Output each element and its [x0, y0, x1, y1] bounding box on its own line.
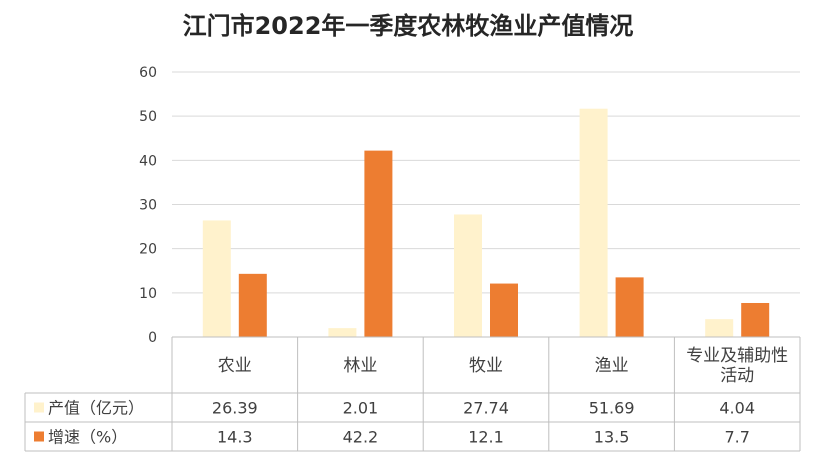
bars [202, 108, 770, 337]
y-tick-label: 0 [148, 330, 157, 346]
bar-output [705, 319, 734, 337]
bar-output [328, 328, 357, 337]
bar-growth [615, 277, 644, 337]
category-label: 专业及辅助性 [686, 346, 788, 366]
bar-growth [364, 150, 393, 337]
bar-growth [741, 302, 770, 337]
y-tick-label: 30 [139, 198, 157, 214]
bar-output [202, 220, 231, 337]
table-value: 4.04 [719, 399, 755, 418]
table-value: 7.7 [724, 428, 749, 447]
category-label: 林业 [343, 356, 377, 376]
category-label: 牧业 [469, 356, 503, 376]
bar-growth [238, 273, 267, 337]
y-tick-label: 10 [139, 286, 157, 302]
bar-output [579, 108, 608, 337]
table-value: 14.3 [217, 428, 253, 447]
table-value: 51.69 [589, 399, 635, 418]
y-tick-label: 50 [139, 109, 157, 125]
category-label: 农业 [218, 356, 252, 376]
table-value: 2.01 [343, 399, 379, 418]
table-value: 13.5 [594, 428, 630, 447]
series-name: 增速（%） [48, 428, 127, 447]
chart-title: 江门市2022年一季度农林牧渔业产值情况 [183, 12, 634, 40]
y-axis-ticks: 0 10 20 30 40 50 60 [139, 65, 157, 346]
category-label: 渔业 [595, 356, 629, 376]
table-value: 27.74 [463, 399, 509, 418]
gridlines [172, 71, 800, 294]
legend-key [34, 402, 44, 413]
bar-growth [490, 283, 518, 337]
y-tick-label: 20 [139, 242, 157, 258]
bar-output [454, 214, 482, 337]
legend-key [34, 431, 44, 442]
table-value: 42.2 [343, 428, 379, 447]
table-value: 12.1 [468, 428, 504, 447]
category-label: 活动 [720, 366, 754, 386]
y-tick-label: 40 [139, 153, 157, 169]
table-value: 26.39 [212, 399, 258, 418]
series-name: 产值（亿元） [48, 399, 144, 418]
y-tick-label: 60 [139, 65, 157, 81]
